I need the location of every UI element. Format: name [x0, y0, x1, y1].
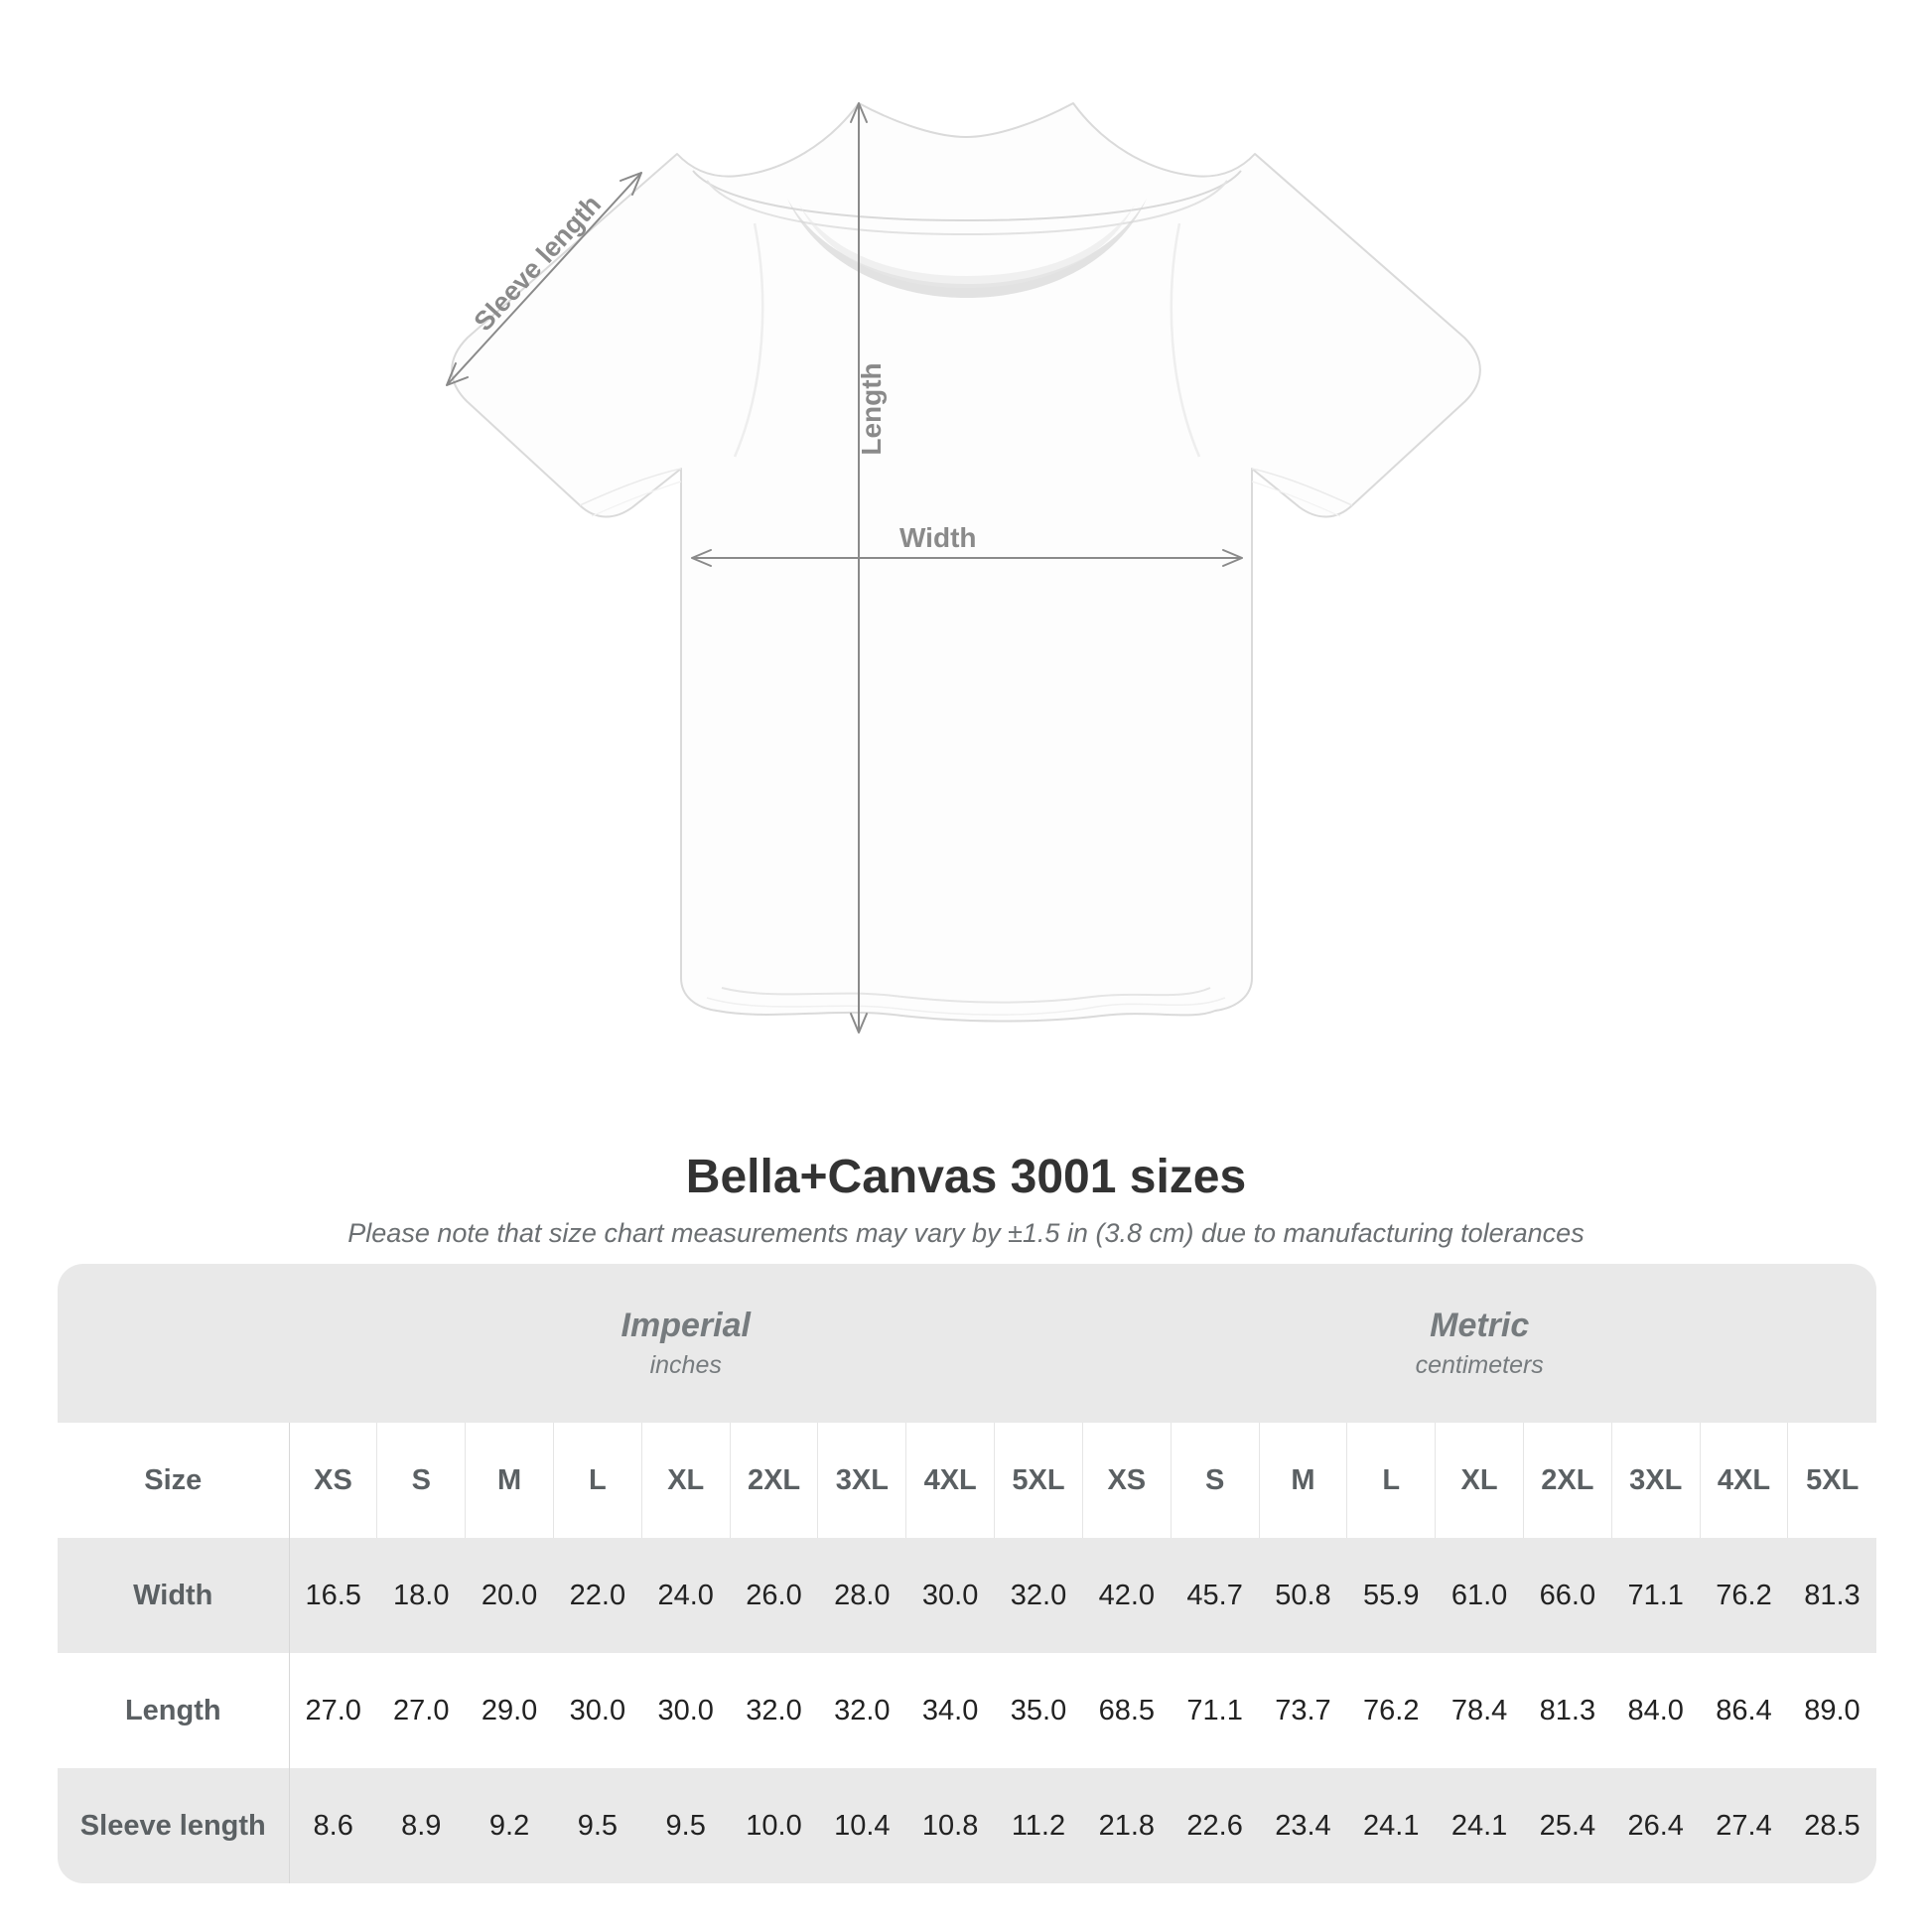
svg-text:Width: Width — [899, 522, 977, 553]
svg-text:Length: Length — [856, 362, 887, 455]
